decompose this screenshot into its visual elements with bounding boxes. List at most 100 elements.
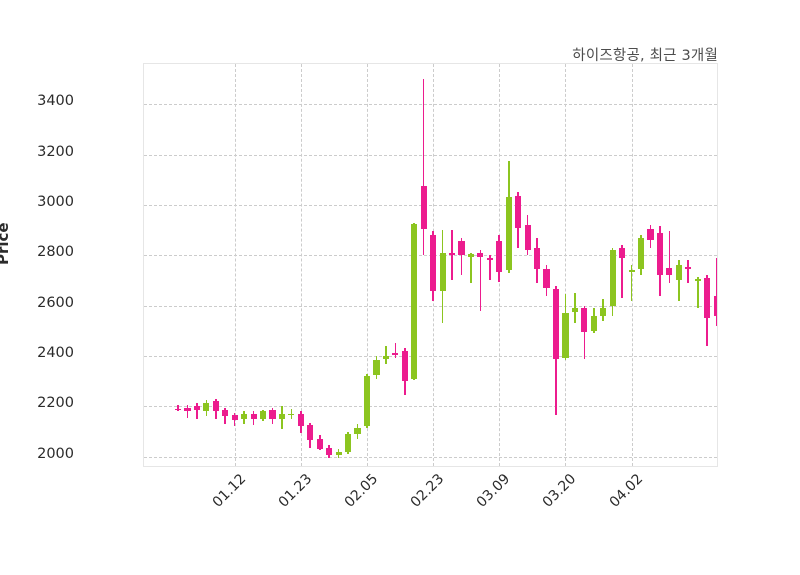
gridline-horizontal [144, 305, 717, 307]
candle-wick [460, 237, 463, 276]
candle-wick [621, 245, 623, 299]
y-axis-tick-value: 3000 [37, 193, 74, 210]
x-axis-tick-label: 04.02 [606, 471, 646, 511]
candle-body [241, 413, 248, 419]
candle-body [524, 225, 531, 251]
candle-body [467, 254, 475, 257]
candle-body [411, 223, 418, 379]
candle-body [250, 413, 257, 419]
candle-wick [687, 260, 690, 283]
candle-body [581, 308, 588, 333]
y-axis-tick-value: 3200 [37, 143, 74, 160]
gridline-vertical [234, 64, 236, 466]
candle-body [392, 353, 399, 356]
candle-body [704, 277, 711, 319]
gridline-vertical [631, 64, 633, 466]
candlestick-down [496, 64, 503, 466]
candle-body [203, 402, 210, 412]
candle-body [647, 228, 654, 241]
candlestick-down [269, 64, 276, 466]
candlestick-down [666, 64, 673, 466]
candlestick-down [685, 64, 692, 466]
candle-body [193, 406, 200, 411]
candle-body [458, 241, 465, 256]
gridline-horizontal [144, 204, 717, 206]
candlestick-up [345, 64, 352, 466]
candle-body [685, 266, 692, 270]
candlestick-down [401, 64, 408, 466]
candle-body [600, 308, 607, 316]
candlestick-up [203, 64, 210, 466]
candlestick-up [675, 64, 682, 466]
candle-body [694, 279, 701, 281]
candle-body [316, 439, 323, 450]
candle-wick [696, 276, 699, 309]
x-axis-tick-label: 02.05 [341, 471, 382, 511]
candle-body [656, 232, 664, 276]
candle-body [326, 447, 333, 456]
candlestick-up [590, 64, 597, 466]
candle-body [430, 235, 437, 291]
candlestick-down [326, 64, 333, 466]
gridline-vertical [300, 64, 302, 466]
candlestick-down [222, 64, 229, 466]
candle-body [420, 186, 427, 229]
candlestick-down [543, 64, 550, 466]
candlestick-down [193, 64, 200, 466]
candlestick-up [694, 64, 701, 466]
candle-body [590, 315, 597, 331]
candle-wick [678, 260, 680, 301]
candlestick-down [581, 64, 588, 466]
candle-body [609, 250, 616, 306]
candle-wick [385, 345, 387, 364]
candlestick-down [619, 64, 626, 466]
candle-body [222, 410, 229, 417]
candle-wick [196, 402, 198, 419]
candle-wick [470, 252, 472, 283]
x-axis-tick-label: 03.09 [473, 471, 514, 511]
plot-area [143, 63, 718, 467]
candle-body [619, 247, 626, 258]
candlestick-up [241, 64, 248, 466]
candle-body [713, 295, 717, 316]
candle-body [212, 401, 219, 412]
candlestick-up [411, 64, 418, 466]
gridline-vertical [565, 64, 567, 466]
x-axis-tick-label: 02.23 [407, 471, 448, 511]
candle-body [571, 308, 578, 312]
candle-body [363, 376, 371, 427]
y-axis-tick-value: 2800 [37, 244, 74, 261]
x-axis-tick-label: 01.23 [275, 471, 316, 511]
candlestick-up [467, 64, 475, 466]
candle-body [439, 252, 446, 291]
candlestick-down [647, 64, 654, 466]
candle-body [448, 252, 456, 256]
candle-body [184, 407, 191, 412]
candlestick-up [600, 64, 607, 466]
candle-body [496, 241, 503, 272]
candlestick-down [297, 64, 304, 466]
gridline-horizontal [144, 456, 717, 458]
x-axis-tick-label: 01.12 [209, 471, 250, 511]
candle-body [543, 269, 550, 289]
candle-body [354, 427, 361, 434]
y-axis-title: Price [0, 222, 12, 265]
candle-wick [422, 79, 425, 256]
gridline-vertical [367, 64, 368, 466]
candle-body [174, 408, 182, 411]
candlestick-up [259, 64, 267, 466]
candlestick-down [656, 64, 664, 466]
candlestick-down [458, 64, 465, 466]
candlestick-up [278, 64, 286, 466]
candle-body [335, 451, 342, 456]
candlestick-down [477, 64, 484, 466]
candle-body [534, 247, 541, 270]
candle-body [628, 270, 635, 272]
candlestick-down [486, 64, 493, 466]
candlestick-down [212, 64, 219, 466]
candlestick-down [250, 64, 257, 466]
gridline-horizontal [144, 154, 717, 156]
x-axis-tick-label: 03.20 [540, 471, 580, 511]
candlestick-down [534, 64, 541, 466]
